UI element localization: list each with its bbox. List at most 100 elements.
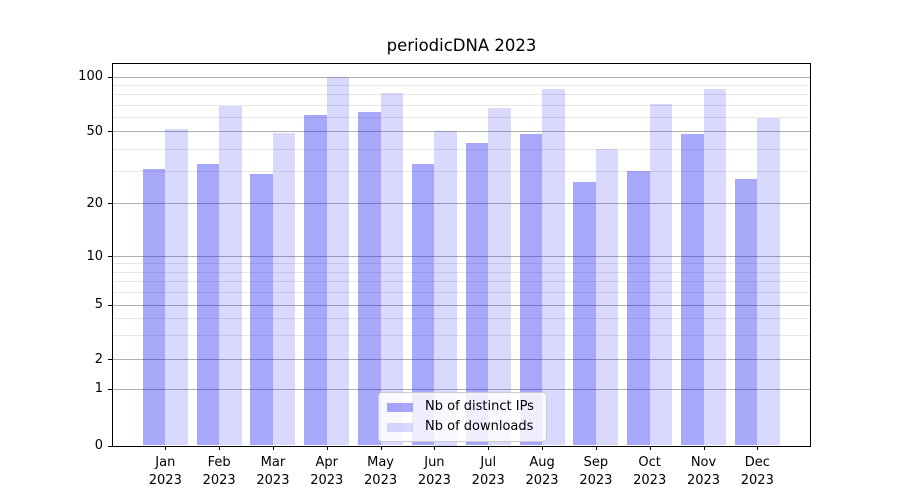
- gridline-minor: [113, 271, 810, 273]
- bar-downloads-sep: [595, 148, 619, 446]
- x-tick-month: Sep: [583, 455, 609, 470]
- gridline-major: [113, 256, 810, 257]
- x-tick-label: Sep 2023: [564, 454, 628, 489]
- bar-distinct-ips-mar: [250, 173, 273, 446]
- x-tick-month: Aug: [529, 455, 555, 470]
- y-tick-label: 2: [94, 351, 103, 367]
- legend: Nb of distinct IPs Nb of downloads: [378, 392, 547, 442]
- bar-distinct-ips-jan: [142, 168, 166, 446]
- gridline-minor: [113, 104, 810, 106]
- gridline-minor: [113, 148, 810, 150]
- x-axis-tick: [326, 446, 328, 450]
- bar-downloads-jan: [165, 129, 188, 446]
- x-tick-year: 2023: [148, 472, 182, 488]
- legend-swatch-distinct-ips: [387, 402, 413, 412]
- gridline-minor: [113, 84, 810, 86]
- gridline-minor: [113, 171, 810, 173]
- bar-downloads-aug: [542, 89, 565, 446]
- x-tick-label: Dec 2023: [725, 454, 789, 489]
- x-tick-month: Oct: [638, 455, 661, 470]
- bars-layer: [113, 64, 810, 446]
- x-tick-label: Jun 2023: [402, 454, 466, 489]
- bar-distinct-ips-sep: [573, 182, 596, 446]
- y-tick-label: 5: [94, 297, 103, 312]
- gridline-major: [113, 304, 810, 306]
- x-tick-year: 2023: [202, 472, 236, 488]
- x-tick-label: Mar 2023: [241, 454, 305, 489]
- legend-label-downloads: Nb of downloads: [425, 419, 534, 434]
- bar-downloads-mar: [272, 132, 296, 446]
- x-tick-year: 2023: [525, 472, 559, 488]
- x-tick-label: May 2023: [349, 454, 413, 489]
- x-tick-year: 2023: [740, 472, 774, 488]
- x-axis-tick: [649, 446, 651, 450]
- gridline-minor: [113, 334, 810, 336]
- chart-title: periodicDNA 2023: [386, 36, 537, 55]
- gridline-minor: [113, 263, 810, 265]
- x-axis-tick: [595, 446, 597, 450]
- gridline-major: [113, 359, 810, 360]
- gridline-major: [113, 388, 810, 390]
- bar-distinct-ips-nov: [681, 134, 704, 446]
- x-tick-month: Feb: [207, 455, 231, 470]
- x-tick-year: 2023: [256, 472, 290, 488]
- bar-distinct-ips-may: [358, 111, 381, 446]
- x-tick-year: 2023: [364, 472, 398, 488]
- x-tick-year: 2023: [686, 472, 721, 488]
- bar-distinct-ips-jun: [411, 163, 435, 446]
- x-axis-tick: [434, 446, 436, 450]
- y-tick-label: 100: [78, 69, 103, 85]
- legend-item-distinct-ips: Nb of distinct IPs: [387, 399, 538, 415]
- bar-downloads-dec: [757, 118, 780, 446]
- y-axis-tick: [108, 131, 112, 132]
- x-axis-tick: [165, 446, 167, 450]
- gridline-minor: [113, 94, 810, 96]
- gridline-minor: [113, 291, 810, 293]
- x-tick-month: Jul: [480, 455, 497, 470]
- y-tick-label: 0: [94, 438, 103, 453]
- bar-downloads-oct: [649, 103, 673, 446]
- x-tick-label: Aug 2023: [510, 454, 574, 489]
- x-tick-month: Jun: [424, 455, 445, 470]
- bar-distinct-ips-feb: [196, 163, 220, 446]
- gridline-major: [113, 76, 810, 78]
- y-axis-tick: [108, 304, 112, 306]
- x-tick-label: Oct 2023: [618, 454, 682, 489]
- bar-downloads-jul: [488, 108, 511, 446]
- y-axis-tick: [108, 388, 112, 390]
- x-axis-tick: [542, 446, 544, 450]
- x-tick-month: May: [367, 455, 395, 470]
- x-tick-month: Mar: [260, 455, 286, 470]
- legend-label-distinct-ips: Nb of distinct IPs: [425, 399, 534, 414]
- y-axis-tick: [108, 76, 112, 78]
- legend-item-downloads: Nb of downloads: [387, 419, 538, 435]
- y-axis-tick: [108, 445, 112, 447]
- x-tick-month: Dec: [744, 455, 770, 470]
- gridline-minor: [113, 116, 810, 118]
- y-tick-label: 1: [94, 381, 103, 396]
- y-tick-label: 20: [86, 195, 103, 211]
- gridline-major: [113, 203, 810, 204]
- x-tick-year: 2023: [633, 472, 667, 488]
- gridline-minor: [113, 280, 810, 282]
- legend-swatch-downloads: [387, 422, 413, 432]
- x-axis-tick: [488, 446, 490, 450]
- x-tick-label: Feb 2023: [187, 454, 251, 489]
- bar-downloads-nov: [703, 89, 726, 446]
- x-tick-month: Jan: [155, 455, 176, 470]
- x-tick-label: Jan 2023: [133, 454, 197, 489]
- x-axis-tick: [380, 446, 382, 450]
- bar-downloads-feb: [219, 105, 242, 446]
- bar-downloads-jun: [434, 131, 457, 446]
- axis-ticks-layer: 0 1 2 5 10 20 50 100 Jan 2023 Feb 2023 Mar 2023 Apr 202…: [78, 64, 810, 487]
- x-tick-label: Nov 2023: [672, 454, 736, 489]
- plot-area: 0 1 2 5 10 20 50 100 Jan 2023 Feb 2023 Mar 2023 Apr 202…: [78, 63, 811, 488]
- gridline-minor: [113, 317, 810, 319]
- x-axis-tick: [272, 446, 274, 450]
- x-axis-tick: [219, 446, 221, 450]
- x-axis-tick: [703, 446, 705, 450]
- x-tick-month: Apr: [315, 455, 339, 470]
- bar-distinct-ips-apr: [304, 115, 327, 446]
- gridline-major: [113, 131, 810, 132]
